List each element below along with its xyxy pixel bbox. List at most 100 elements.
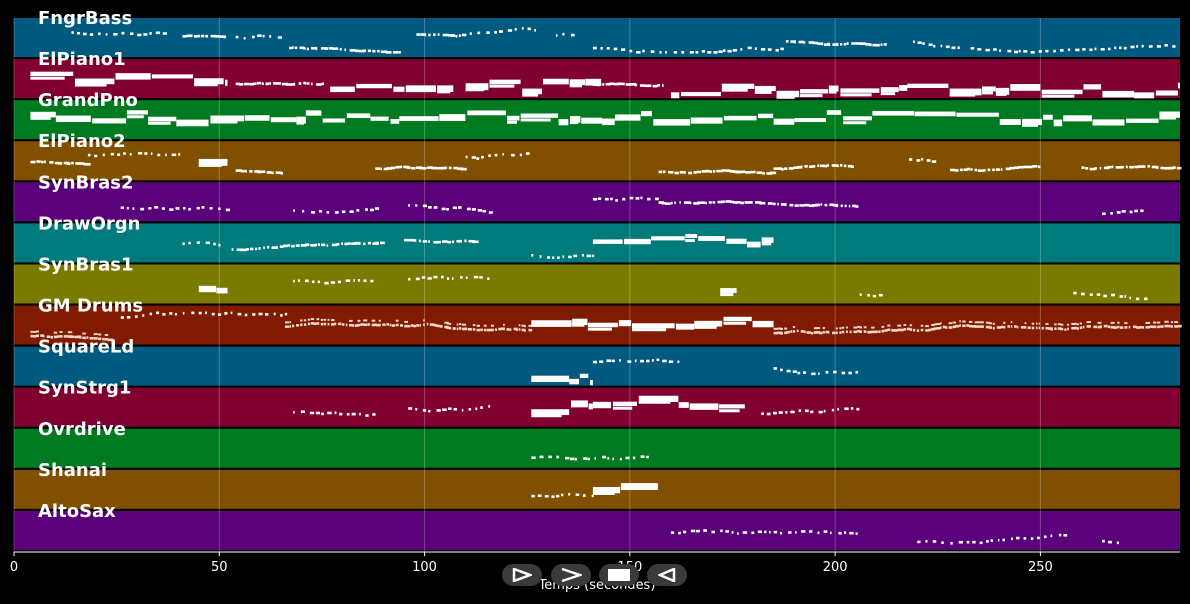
track-label: FngrBass [38,8,132,29]
note [399,116,439,121]
note [162,32,167,35]
note [1082,325,1085,329]
note [760,48,766,51]
note [404,238,409,242]
note [606,46,610,50]
note [46,335,51,339]
note [375,167,381,170]
note [824,203,828,207]
note [917,540,921,544]
note [310,318,315,321]
note [320,318,324,321]
note [1018,165,1025,169]
note [948,322,953,325]
stop-button[interactable] [599,564,639,586]
note [380,241,385,245]
note [685,234,698,239]
note [403,165,409,169]
note [219,35,226,38]
forward-button[interactable] [551,564,591,586]
note [198,158,228,166]
note [415,204,418,207]
note [83,162,89,166]
note [450,34,456,38]
note [857,325,861,328]
note [367,323,371,326]
note [266,171,272,174]
note [459,239,463,243]
note [345,323,348,327]
note [793,166,799,170]
note [949,93,976,97]
track-label: DrawOrgn [38,213,140,234]
note [855,532,858,535]
note [503,327,505,331]
track-label: GM Drums [38,296,143,317]
note [817,42,824,45]
note [903,324,907,327]
note [573,254,578,258]
note [1134,92,1155,99]
note [408,238,415,242]
note [1150,325,1154,329]
note [323,318,327,321]
note [591,254,595,258]
note [844,407,849,411]
note [832,331,836,335]
note [262,34,265,38]
note [140,207,145,211]
note [1000,325,1004,329]
note [823,530,828,533]
rewind-button[interactable] [647,564,687,586]
note [356,83,392,89]
note [922,42,925,45]
note [1167,166,1174,170]
note [284,312,288,316]
note [958,540,963,544]
note [959,320,961,323]
note [712,201,716,204]
note [959,168,963,172]
note [1128,325,1131,329]
note [681,91,722,97]
note [447,240,451,244]
note [82,332,86,335]
note [1081,292,1085,296]
note [756,171,763,174]
note [439,325,443,328]
note [839,331,842,334]
note [777,202,779,206]
note [525,152,530,155]
note [941,541,944,545]
note [809,204,815,208]
note [825,370,829,374]
note [826,164,830,167]
note [1027,165,1033,169]
note [480,328,483,332]
note [462,327,467,331]
note [936,323,941,326]
note [1035,326,1038,330]
note [378,319,381,322]
note [304,243,310,247]
play-button[interactable] [502,564,542,586]
note [562,32,565,36]
note [518,324,521,327]
note [198,311,202,315]
note [404,324,409,328]
note [733,201,739,204]
note [306,82,310,85]
note [993,48,997,51]
note [963,168,968,171]
note [1011,537,1013,541]
note [689,51,694,54]
note [138,151,143,155]
note [225,79,228,86]
note [1129,210,1133,214]
note [432,323,436,327]
note [236,248,244,252]
note [872,294,877,298]
note [341,242,344,246]
note [360,323,364,326]
note [104,334,109,337]
